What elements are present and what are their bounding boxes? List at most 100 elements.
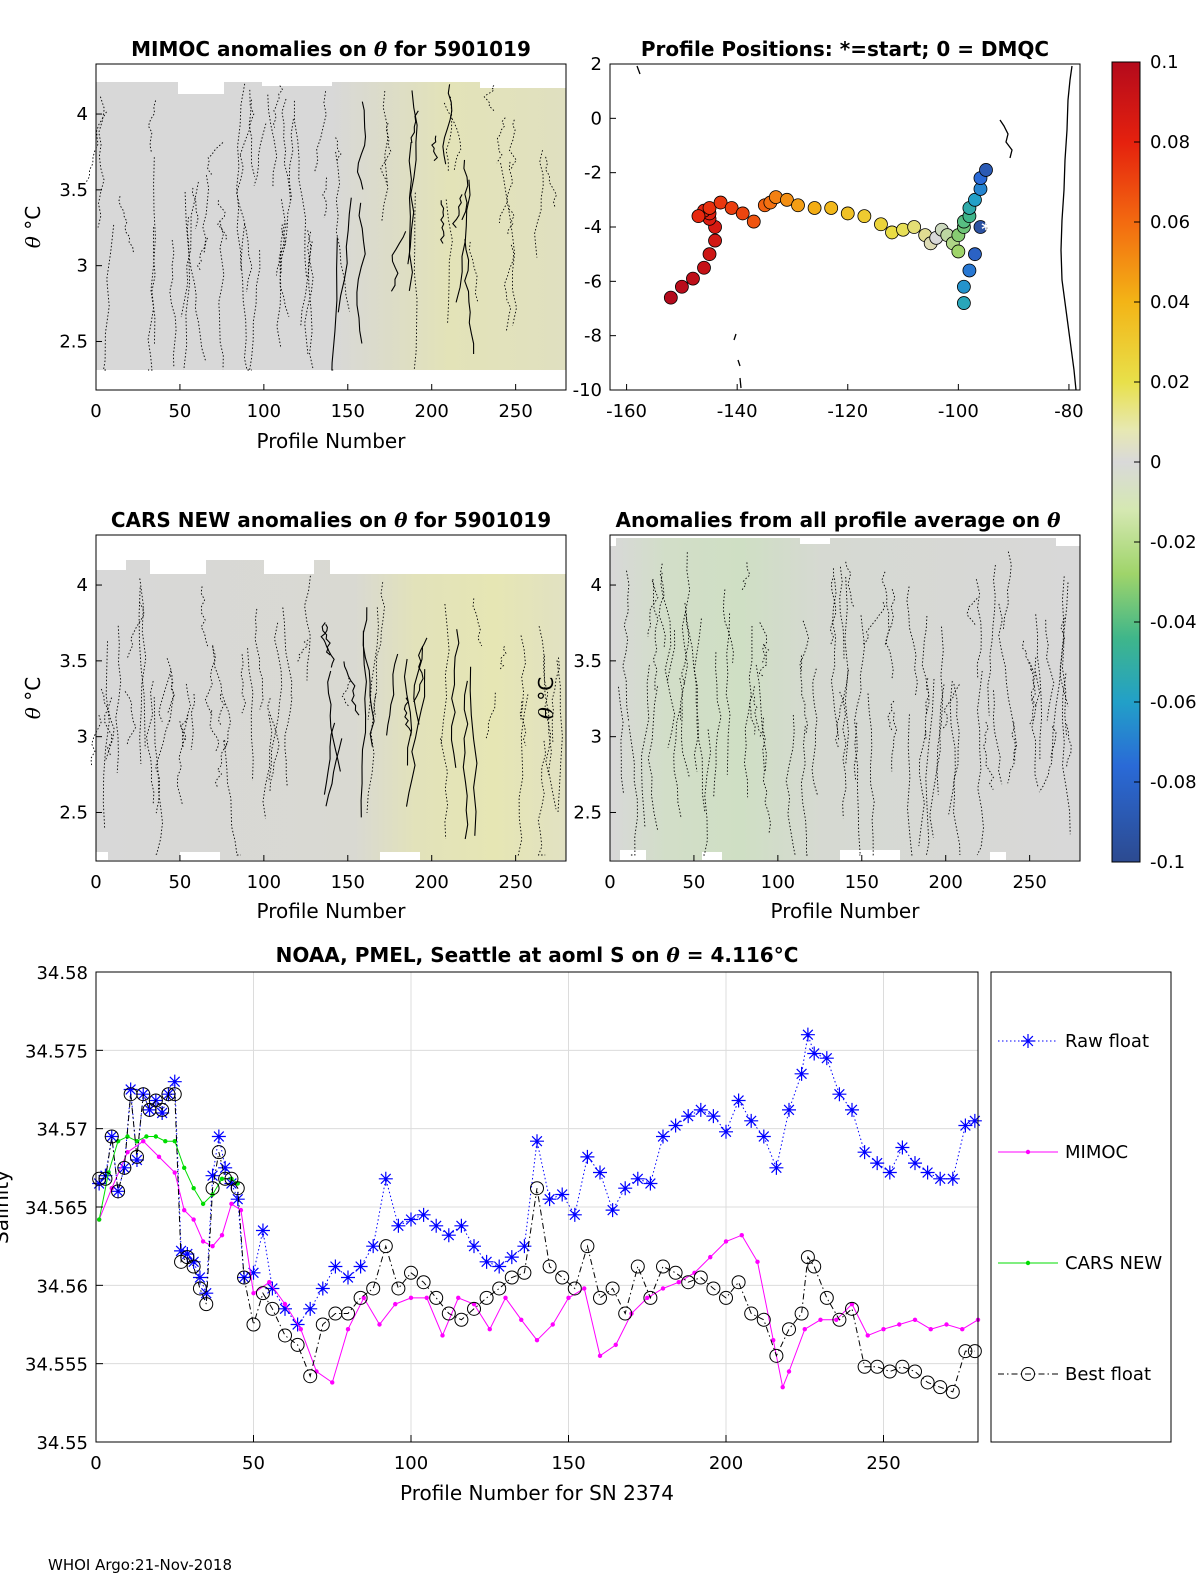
contour-line (183, 191, 191, 371)
contour-line (845, 561, 855, 608)
data-point-best-float (454, 1312, 469, 1327)
legend-label-raw-float: Raw float (1065, 1031, 1149, 1052)
data-point-best-float (479, 1290, 494, 1305)
salinity-title: NOAA, PMEL, Seattle at aoml S on θ = 4.1… (276, 943, 799, 967)
contour-line (100, 688, 113, 756)
allprof-notches (610, 535, 1080, 860)
data-point-mimoc (566, 1295, 571, 1301)
data-point-best-float (378, 1239, 393, 1254)
legend-marker-best-float (1021, 1367, 1035, 1381)
data-point-mimoc (377, 1322, 382, 1327)
contour-line (176, 721, 185, 805)
data-point-cars-new (182, 1165, 187, 1171)
contour-line (485, 692, 496, 739)
colorbar-tick-label: 0.02 (1150, 372, 1190, 393)
contour-line (381, 90, 389, 221)
contour-line (936, 626, 944, 795)
colorbar-tick-label: -0.1 (1150, 852, 1185, 873)
salinity-xtick-label: 200 (709, 1453, 743, 1474)
salinity-ytick-label: 34.565 (25, 1198, 88, 1219)
contour-line (925, 678, 935, 856)
data-point-raw-float (278, 1301, 292, 1316)
data-point-best-float (706, 1281, 721, 1296)
salinity-ylabel: Salinity (0, 1170, 13, 1244)
profile-position-marker (824, 201, 839, 215)
colorbar-tick-label: 0.04 (1150, 292, 1190, 313)
data-point-raw-float (580, 1149, 595, 1164)
data-point-cars-new (163, 1139, 168, 1144)
allprof-contours (618, 551, 1072, 856)
footer-stamp: WHOI Argo:21-Nov-2018 (48, 1556, 232, 1574)
data-point-best-float (129, 1149, 144, 1164)
contour-line (215, 739, 228, 787)
data-point-best-float (555, 1270, 570, 1285)
data-point-cars-new (153, 1134, 159, 1139)
data-point-cars-new (200, 1201, 206, 1207)
data-point-best-float (744, 1306, 759, 1321)
data-point-raw-float (353, 1259, 368, 1274)
contour-line (337, 197, 352, 313)
data-point-cars-new (219, 1176, 225, 1182)
contour-line (975, 579, 982, 679)
positions-xtick-label: -80 (1054, 401, 1083, 422)
positions-ytick-label: -10 (573, 380, 602, 401)
data-point-raw-float (479, 1254, 494, 1269)
positions-ytick-label: -2 (584, 163, 602, 184)
contour-line (367, 607, 379, 720)
contour-line (679, 678, 690, 779)
legend-items: Raw float MIMOC CARS NEW Best float (998, 1031, 1162, 1385)
colorbar-tick-label: 0 (1150, 452, 1161, 473)
contour-line (658, 563, 666, 647)
salinity-ytick-label: 34.555 (25, 1355, 88, 1376)
contour-line (1007, 722, 1016, 784)
data-point-raw-float (205, 1168, 220, 1183)
data-point-mimoc (834, 1317, 839, 1323)
data-point-mimoc (849, 1301, 855, 1307)
contour-line (253, 123, 267, 186)
profile-position-marker (686, 271, 700, 286)
cars-xlabel: Profile Number (257, 899, 407, 923)
data-point-raw-float (958, 1118, 973, 1133)
data-point-best-float (167, 1087, 182, 1102)
data-point-best-float (643, 1290, 658, 1305)
cars-ytick-label: 3.5 (59, 651, 88, 672)
legend-item-cars-new: CARS NEW (998, 1253, 1162, 1274)
contour-line (115, 625, 122, 773)
allprof-ytick-label: 3.5 (573, 651, 602, 672)
contour-line (300, 230, 312, 328)
data-point-raw-float (618, 1181, 633, 1196)
allprof-title: Anomalies from all profile average on θ (616, 508, 1062, 532)
data-point-mimoc (780, 1384, 785, 1390)
data-point-best-float (719, 1290, 733, 1305)
salinity-xtick-label: 150 (551, 1453, 585, 1474)
data-point-raw-float (174, 1243, 189, 1258)
mimoc-title: MIMOC anomalies on θ for 5901019 (131, 37, 531, 61)
data-point-best-float (618, 1306, 633, 1321)
series-cars-new (96, 1134, 240, 1222)
contour-line (1062, 576, 1068, 738)
positions-xtick-label: -140 (717, 401, 758, 422)
colorbar-tick-label: -0.06 (1150, 692, 1197, 713)
data-point-best-float (895, 1359, 910, 1374)
profile-position-marker (702, 247, 717, 262)
data-point-best-float (693, 1270, 708, 1285)
data-point-best-float (199, 1297, 214, 1312)
data-point-best-float (278, 1328, 292, 1343)
positions-ytick-label: -4 (584, 217, 602, 238)
contour-line (323, 722, 336, 795)
data-point-best-float (353, 1290, 368, 1305)
contour-line (450, 629, 460, 768)
contour-line (461, 159, 469, 221)
data-point-raw-float (429, 1218, 444, 1233)
data-point-raw-float (719, 1124, 733, 1139)
data-point-mimoc (676, 1280, 681, 1285)
data-point-mimoc (503, 1295, 508, 1301)
contour-line (440, 603, 450, 745)
contour-line (218, 220, 225, 370)
positions-xtick-label: -100 (938, 401, 979, 422)
data-point-cars-new (191, 1186, 196, 1191)
data-point-raw-float (832, 1087, 847, 1102)
profile-position-marker (968, 192, 982, 207)
data-point-mimoc (660, 1286, 666, 1291)
contour-line (322, 177, 327, 218)
